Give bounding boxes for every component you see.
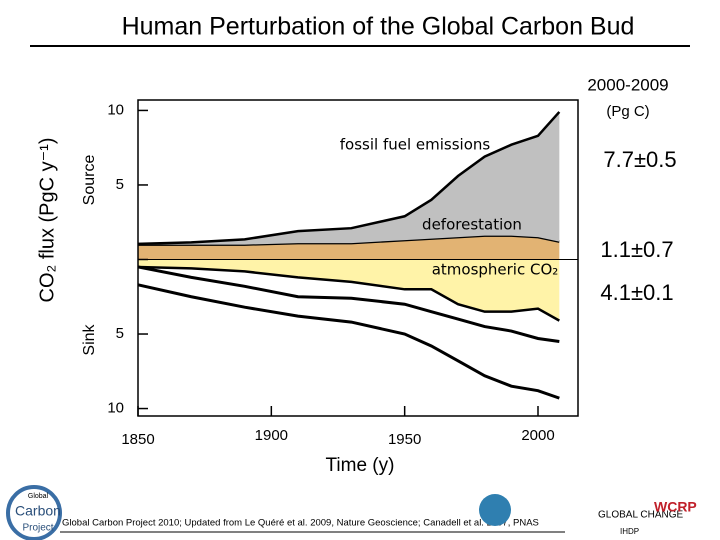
- area: [138, 111, 560, 245]
- logo-text: GLOBAL CHANGE: [598, 510, 684, 521]
- period-label: 2000-2009: [587, 75, 668, 94]
- budget-label: 7.7±0.5: [603, 147, 676, 172]
- logo-text: Project: [22, 523, 53, 534]
- x-axis-label: Time (y): [326, 455, 395, 476]
- area: [138, 259, 560, 321]
- sink-label: Sink: [81, 323, 98, 355]
- unit-label: (Pg C): [606, 103, 649, 120]
- x-tick-label: 1900: [255, 427, 288, 444]
- x-tick-label: 1950: [388, 431, 421, 448]
- line: [137, 283, 560, 400]
- y-tick-label: 5: [116, 325, 124, 342]
- logo-ring: [6, 485, 62, 540]
- series-label: atmospheric CO₂: [432, 261, 559, 279]
- footer: Global Carbon Project 2010; Updated from…: [62, 518, 539, 529]
- series-label: deforestation: [422, 216, 522, 234]
- y-tick-label: 10: [107, 101, 124, 118]
- logo-globe: [479, 494, 511, 526]
- source-label: Source: [81, 155, 98, 206]
- chart-title: Human Perturbation of the Global Carbon …: [122, 13, 635, 41]
- logo-text: Global: [28, 493, 49, 500]
- budget-label: 4.1±0.1: [600, 280, 673, 305]
- logo-text: Carbon: [15, 503, 61, 519]
- logo-text: IHDP: [620, 527, 639, 536]
- y-axis-label: CO₂ flux (PgC y⁻¹): [36, 138, 58, 303]
- area-edge: [137, 111, 561, 246]
- y-tick-label: 5: [116, 176, 124, 193]
- x-tick-label: 2000: [521, 427, 554, 444]
- area: [138, 235, 560, 260]
- x-tick-label: 1850: [121, 431, 154, 448]
- y-tick-label: 10: [107, 400, 124, 417]
- series-label: fossil fuel emissions: [340, 136, 491, 154]
- line: [137, 265, 560, 343]
- area-edge: [137, 265, 560, 322]
- plot: 10 5 5 10 1850 1900 1950 2000 deforestation fossi…: [107, 99, 579, 448]
- budget-label: 1.1±0.7: [600, 237, 673, 262]
- logo-text: WCRP: [654, 499, 697, 515]
- plot-frame: [137, 99, 579, 417]
